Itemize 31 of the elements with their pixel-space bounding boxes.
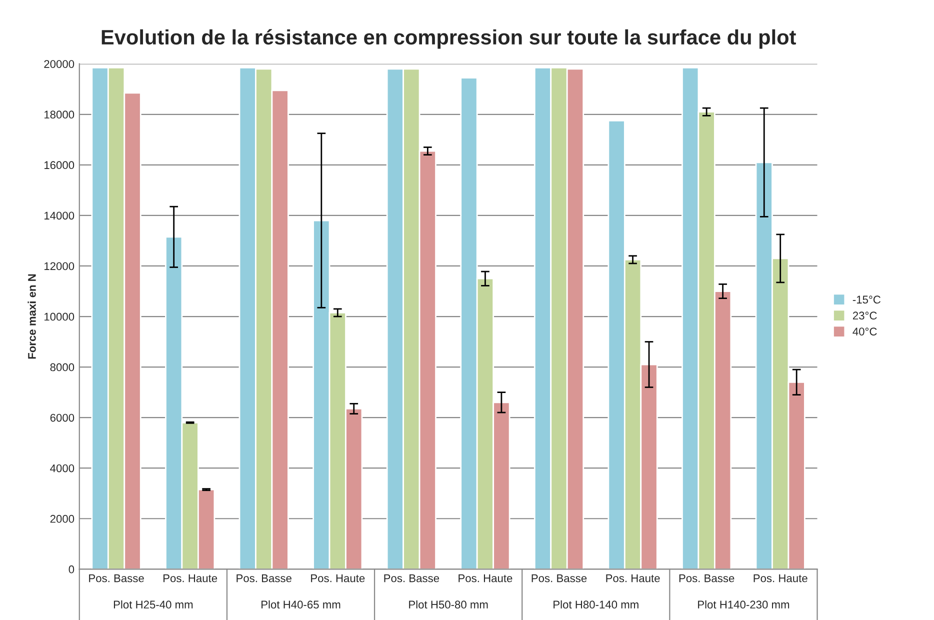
y-tick-label: 0 [68,565,74,574]
y-tick-label: 8000 [50,363,74,372]
text: Plot H80-140 mm [554,600,638,609]
text: Plot H25-40 mm [114,600,193,609]
chart-title: Evolution de la résistance en compression sur toute la surface du plot [102,29,796,49]
x-tick-label: Pos. Haute [754,574,808,582]
legend-label: -15°C [852,296,881,304]
y-tick-label: 18000 [44,110,74,119]
y-tick-label: 4000 [50,464,74,472]
x-tick-label: Pos. Basse [236,574,292,582]
y-tick-label: 10000 [44,312,74,321]
y-tick-label: 16000 [44,161,74,170]
y-axis-title: Force maxi en N [28,274,36,359]
y-tick-label: 14000 [44,212,74,220]
text: Plot H50-80 mm [409,600,488,609]
x-tick-label: Pos. Basse [89,574,144,582]
x-tick-label: Pos. Basse [532,574,587,582]
legend-label: 23°C [852,312,877,320]
x-tick-label: Pos. Basse [679,574,734,582]
y-tick-label: 2000 [50,514,74,523]
text: Plot H140-230 mm [698,600,790,609]
legend-label: 40°C [852,328,877,336]
x-tick-label: Pos. Haute [458,574,512,582]
y-tick-label: 6000 [50,414,74,422]
x-tick-label: Pos. Haute [163,574,218,582]
x-tick-label: Pos. Haute [606,574,660,582]
x-tick-label: Pos. Basse [384,574,440,582]
y-tick-label: 12000 [44,262,74,270]
text: Plot H40-65 mm [262,600,340,609]
y-tick-label: 20000 [44,60,74,68]
x-tick-label: Pos. Haute [311,574,365,582]
